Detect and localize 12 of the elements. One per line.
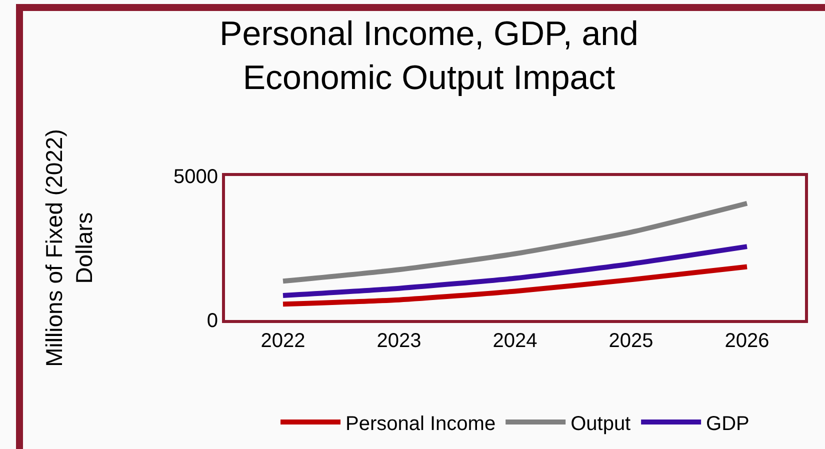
x-tick-label: 2022 [260, 330, 306, 352]
y-tick-label: 5000 [174, 166, 218, 188]
y-axis-title: Millions of Fixed (2022) Dollars [41, 129, 97, 367]
x-tick-label: 2026 [724, 330, 770, 352]
legend-label: Personal Income [346, 412, 496, 435]
x-tick-label: 2023 [376, 330, 422, 352]
x-tick-label: 2024 [492, 330, 538, 352]
chart-title: Personal Income, GDP, and Economic Output Impact [220, 14, 638, 98]
legend-label: GDP [706, 412, 750, 435]
legend-label: Output [570, 412, 632, 435]
y-tick-label: 0 [206, 310, 218, 332]
x-tick-label: 2025 [608, 330, 654, 352]
